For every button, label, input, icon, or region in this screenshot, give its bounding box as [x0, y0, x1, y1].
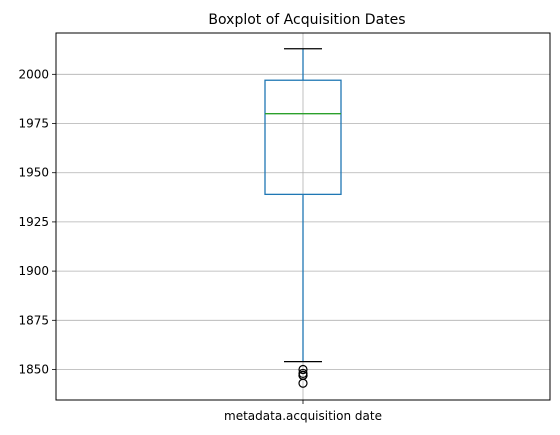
y-tick-label: 1950: [18, 166, 49, 180]
outlier-point: [298, 378, 308, 388]
y-tick-label: 1850: [18, 362, 49, 376]
iqr-box: [264, 79, 342, 196]
y-tick-label: 1875: [18, 313, 49, 327]
x-axis: metadata.acquisition date: [224, 400, 382, 423]
y-tick-label: 1900: [18, 264, 49, 278]
plot-frame: [55, 32, 551, 401]
outlier-point: [298, 364, 308, 375]
y-tick-label: 1975: [18, 117, 49, 131]
chart-title: Boxplot of Acquisition Dates: [208, 12, 405, 28]
y-axis: 1850 1875 1900 1925 1950 1975 2000: [18, 67, 56, 376]
x-tick-label: metadata.acquisition date: [224, 409, 382, 423]
box-layer: [264, 48, 342, 388]
y-tick-label: 1925: [18, 215, 49, 229]
y-tick-label: 2000: [18, 67, 49, 81]
